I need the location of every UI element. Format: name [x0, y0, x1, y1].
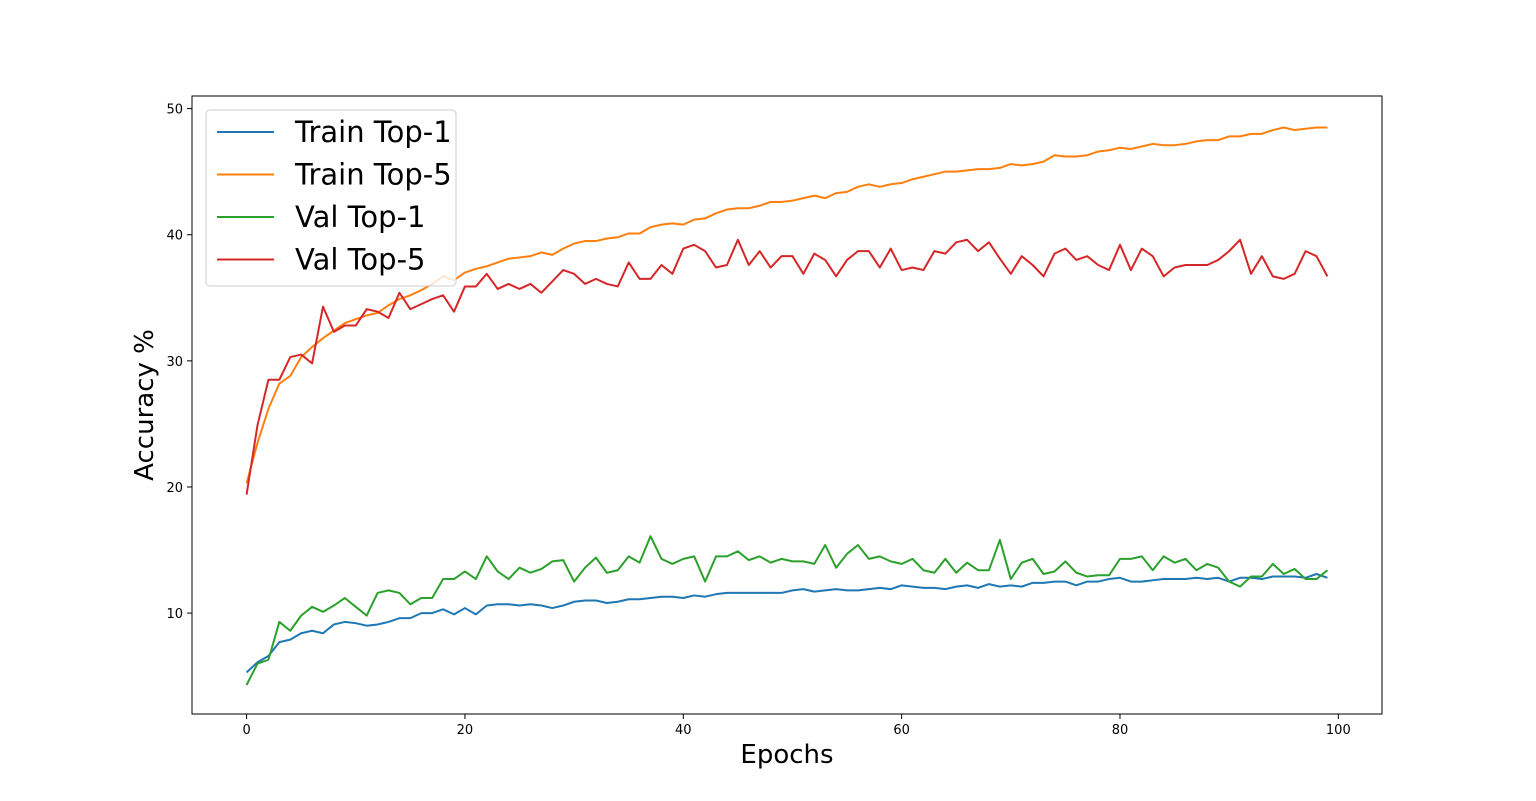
series-line-train-top-5 [245, 126, 1328, 484]
x-tick-label: 100 [1326, 723, 1351, 738]
legend-label-val-top-1: Val Top-1 [295, 200, 426, 234]
legend-label-train-top-1: Train Top-1 [294, 115, 452, 149]
legend: Train Top-1 Train Top-5 Val Top-1 Val To… [205, 109, 457, 287]
y-tick-label: 50 [166, 103, 183, 118]
series-line-val-top-5 [245, 238, 1329, 495]
legend-entry-val-top-5: Val Top-5 [217, 243, 426, 277]
legend-label-val-top-5: Val Top-5 [295, 243, 426, 277]
legend-entry-train-top-5: Train Top-5 [217, 158, 452, 192]
x-tick-label: 0 [242, 723, 250, 738]
x-tick-label: 60 [893, 723, 910, 738]
y-tick-label: 10 [166, 607, 183, 622]
y-tick-label: 20 [166, 481, 183, 496]
series-line-val-top-1 [245, 535, 1329, 686]
x-tick-label: 40 [675, 723, 692, 738]
x-tick-label: 80 [1112, 723, 1129, 738]
series-lines [245, 126, 1329, 686]
x-tick-label: 20 [457, 723, 474, 738]
legend-box [205, 109, 457, 287]
axis-ticks: 0 20 40 60 80 100 10 20 30 40 50 [166, 103, 1350, 738]
plot-area-frame [191, 95, 1383, 715]
y-tick-label: 40 [166, 229, 183, 244]
legend-entry-val-top-1: Val Top-1 [217, 200, 426, 234]
legend-label-train-top-5: Train Top-5 [294, 158, 452, 192]
y-axis-label: Accuracy % [130, 329, 160, 481]
y-tick-label: 30 [166, 355, 183, 370]
x-axis-label: Epochs [740, 740, 833, 770]
series-line-train-top-1 [245, 573, 1328, 674]
legend-entry-train-top-1: Train Top-1 [217, 115, 452, 149]
